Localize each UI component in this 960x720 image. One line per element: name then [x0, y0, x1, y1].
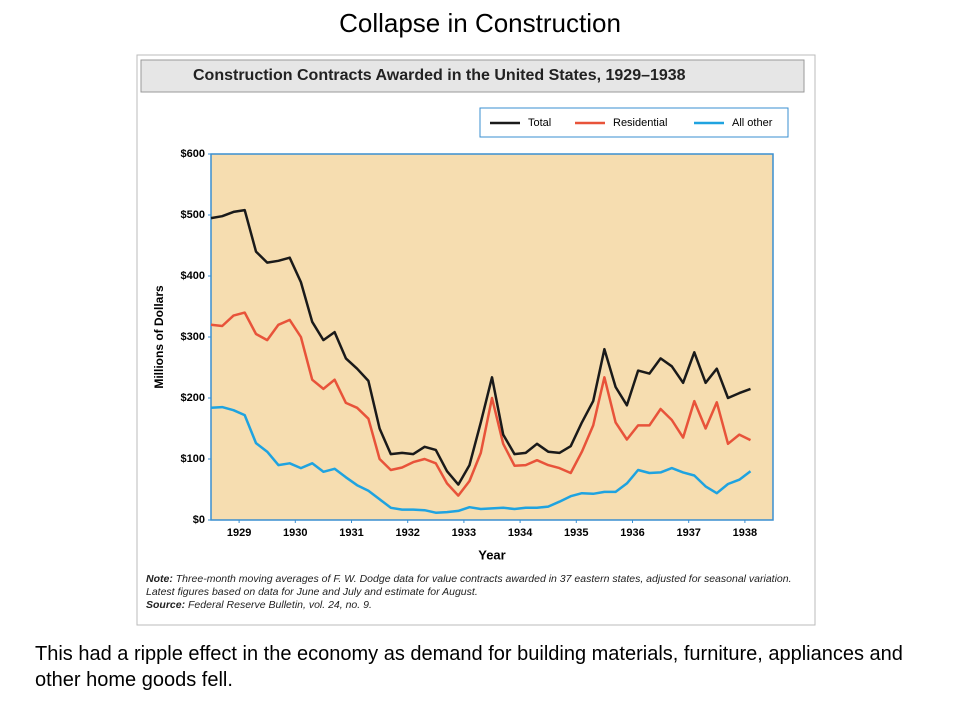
- legend-label: All other: [732, 117, 773, 129]
- x-tick-label: 1938: [733, 527, 757, 539]
- plot-area: [210, 153, 774, 521]
- x-tick-label: 1933: [452, 527, 476, 539]
- x-tick-label: 1937: [676, 527, 700, 539]
- y-tick-label: $0: [193, 514, 205, 526]
- note-text: Three-month moving averages of F. W. Dod…: [146, 573, 792, 598]
- legend-label: Total: [528, 117, 551, 129]
- x-tick-label: 1931: [339, 527, 363, 539]
- series-line: [210, 311, 752, 497]
- x-tick-label: 1934: [508, 527, 533, 539]
- x-tick-label: 1929: [227, 527, 251, 539]
- legend-label: Residential: [613, 117, 667, 129]
- chart-note: Note: Three-month moving averages of F. …: [146, 573, 806, 612]
- y-axis-label: Millions of Dollars: [152, 285, 166, 389]
- series-line: [210, 208, 751, 486]
- note-label: Note:: [146, 573, 173, 585]
- x-tick-label: 1932: [395, 527, 419, 539]
- slide-title: Collapse in Construction: [339, 8, 621, 38]
- chart-title: Construction Contracts Awarded in the Un…: [193, 67, 686, 84]
- x-axis-label: Year: [478, 547, 505, 562]
- y-tick-label: $300: [181, 331, 205, 343]
- y-tick-label: $200: [181, 392, 205, 404]
- y-tick-label: $600: [181, 148, 205, 160]
- x-tick-label: 1930: [283, 527, 307, 539]
- title-bar: [140, 59, 805, 93]
- source-text: Federal Reserve Bulletin, vol. 24, no. 9…: [188, 599, 372, 611]
- legend-box: [479, 107, 789, 138]
- x-tick-label: 1935: [564, 527, 588, 539]
- y-tick-label: $400: [181, 270, 205, 282]
- source-label: Source:: [146, 599, 186, 611]
- note: Note: Three-month moving averages of F. …: [146, 573, 806, 599]
- source: Source: Federal Reserve Bulletin, vol. 2…: [146, 599, 806, 612]
- y-tick-label: $100: [181, 453, 205, 465]
- x-tick-label: 1936: [620, 527, 644, 539]
- caption: This had a ripple effect in the economy …: [35, 643, 903, 691]
- series-line: [210, 405, 752, 514]
- y-tick-label: $500: [181, 209, 205, 221]
